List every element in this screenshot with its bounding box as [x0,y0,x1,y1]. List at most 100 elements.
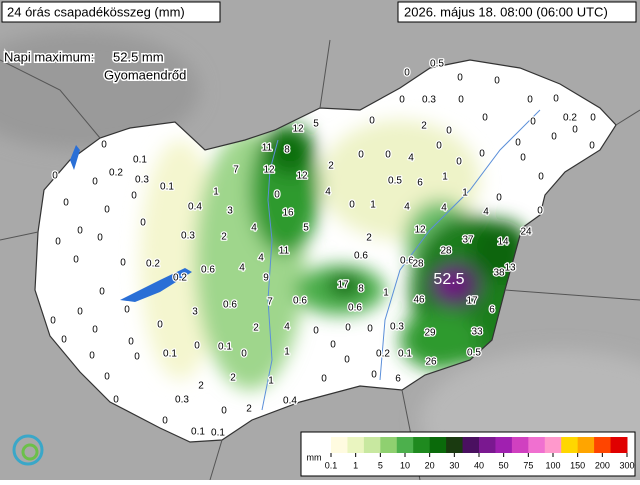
station-value: 0.5 [388,176,402,187]
station-value: 0 [77,226,83,237]
river-tisza [379,109,541,381]
station-value: 0.6 [400,256,414,267]
legend-swatch [462,437,480,453]
legend-swatch [544,437,562,453]
station-value: 0.1 [133,155,147,166]
station-value: 1 [383,288,389,299]
station-value: 0.1 [211,428,225,439]
legend-label: 0.1 [325,460,338,470]
station-value: 0.2 [376,349,390,360]
station-value: 0 [349,200,355,211]
legend-unit: mm [307,452,322,462]
station-value: 0.2 [109,168,123,179]
station-value: 0 [404,68,410,79]
station-value: 8 [284,145,290,156]
title: 24 órás csapadékösszeg (mm) [7,4,185,19]
station-value: 2 [253,323,259,334]
max-amount: 52.5 mm [113,49,164,64]
station-value: 0 [527,95,533,106]
legend-swatch [479,437,496,453]
station-value: 3 [227,206,233,217]
station-value: 11 [279,246,290,257]
max-place: Gyomaendrőd [104,67,186,82]
station-value: 0 [436,141,442,152]
legend-swatch [446,437,464,453]
station-value: 0 [99,287,105,298]
lake-ferto [70,145,80,170]
station-value: 0 [530,117,536,128]
station-value: 4 [441,203,447,214]
legend-swatch [331,437,348,453]
river-danube [261,139,279,411]
station-value: 4 [483,207,489,218]
station-value: 0 [482,113,488,124]
station-value: 0 [104,372,110,383]
station-value: 4 [258,253,264,264]
station-value: 0 [241,349,247,360]
station-value: 0 [124,305,130,316]
legend-swatch [396,437,414,453]
station-value: 0 [399,95,405,106]
station-value: 0.3 [390,322,404,333]
station-value: 0 [113,395,119,406]
station-value: 0 [457,73,463,84]
station-value: 0 [456,157,462,168]
station-value: 0 [330,340,336,351]
station-value: 0 [134,352,140,363]
legend-label: 20 [425,460,435,470]
legend-label: 75 [523,460,533,470]
station-value: 0 [369,116,375,127]
station-value: 0.2 [563,113,577,124]
station-value: 9 [263,273,269,284]
station-value: 0 [553,94,559,105]
station-value: 2 [421,121,427,132]
station-value: 0 [344,355,350,366]
legend-swatch [577,437,595,453]
station-value: 0 [572,125,578,136]
station-value: 0 [52,171,58,182]
station-value: 0 [104,205,110,216]
legend-swatch [429,437,447,453]
station-value: 0 [97,233,103,244]
station-value: 37 [462,235,474,246]
station-value: 28 [412,259,424,270]
station-value: 0.1 [163,349,177,360]
station-value: 0 [321,374,327,385]
station-value: 4 [404,202,410,213]
station-value: 0 [589,141,595,152]
legend-swatch [495,437,513,453]
station-value: 11 [262,143,273,154]
station-value: 0 [551,132,557,143]
border [34,59,617,443]
station-value: 1 [370,200,376,211]
station-value: 0 [520,153,526,164]
station-value: 46 [413,295,425,306]
precip-field [140,120,530,390]
station-value: 2 [198,381,204,392]
station-value: 12 [414,225,426,236]
station-value: 33 [471,327,483,338]
station-value: 0 [120,258,126,269]
legend-label: 100 [545,460,560,470]
lake-balaton [120,268,192,302]
station-value: 0.1 [160,182,174,193]
legend-swatch [511,437,529,453]
station-value: 26 [425,357,437,368]
station-value: 0 [274,190,280,201]
station-value: 0 [367,324,373,335]
station-value: 0.1 [191,427,205,438]
station-value: 28 [440,246,452,257]
terrain-shade [0,30,200,150]
station-value: 8 [358,284,364,295]
station-value: 2 [221,232,227,243]
station-value: 0 [61,335,67,346]
legend-label: 5 [378,460,383,470]
station-value: 0.3 [181,231,195,242]
station-value: 13 [504,263,516,274]
station-value: 0 [371,370,377,381]
station-value: 29 [424,328,436,339]
station-value: 1 [284,347,290,358]
station-value: 0 [77,307,83,318]
